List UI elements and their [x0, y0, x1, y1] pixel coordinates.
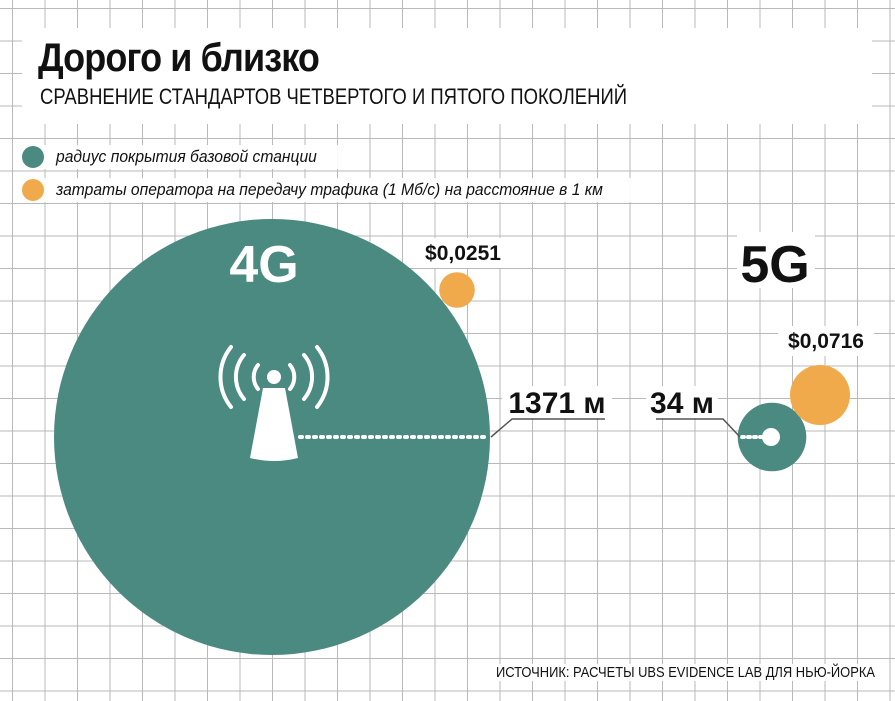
legend-swatch-cost: [22, 179, 44, 201]
leader-line-4g: [490, 418, 605, 438]
legend-label-coverage: радиус покрытия базовой станции: [56, 147, 317, 166]
chart-title: Дорого и близко: [38, 36, 320, 80]
title-box: [22, 28, 872, 124]
radius-label-5g: 34 м: [650, 387, 714, 420]
legend-swatch-coverage: [22, 146, 44, 168]
cost-circle-4g: [439, 272, 475, 308]
legend-item-coverage: радиус покрытия базовой станции: [22, 145, 346, 169]
cost-circle-5g: [790, 365, 850, 425]
antenna-tower-icon: [218, 345, 330, 461]
category-label-5g: 5G: [740, 236, 809, 294]
legend-label-cost: затраты оператора на передачу трафика (1…: [56, 180, 603, 199]
leader-line-5g: [656, 418, 741, 438]
label-bg-5g-radius: [646, 386, 718, 418]
label-bg-4g-radius: [502, 386, 612, 418]
chart-subtitle: СРАВНЕНИЕ СТАНДАРТОВ ЧЕТВЕРТОГО И ПЯТОГО…: [40, 84, 628, 109]
coverage-center-5g: [762, 428, 780, 446]
label-bg-5g-title: [737, 232, 815, 288]
label-bg-5g-cost: [778, 326, 874, 356]
source-note: ИСТОЧНИК: РАСЧЕТЫ UBS EVIDENCE LAB ДЛЯ Н…: [494, 664, 877, 681]
cost-label-5g: $0,0716: [788, 330, 864, 353]
cost-label-4g: $0,0251: [425, 242, 501, 265]
radius-label-4g: 1371 м: [508, 387, 605, 420]
label-bg-4g-cost: [416, 238, 510, 268]
legend-item-cost: затраты оператора на передачу трафика (1…: [22, 178, 657, 202]
category-label-4g: 4G: [229, 236, 298, 294]
